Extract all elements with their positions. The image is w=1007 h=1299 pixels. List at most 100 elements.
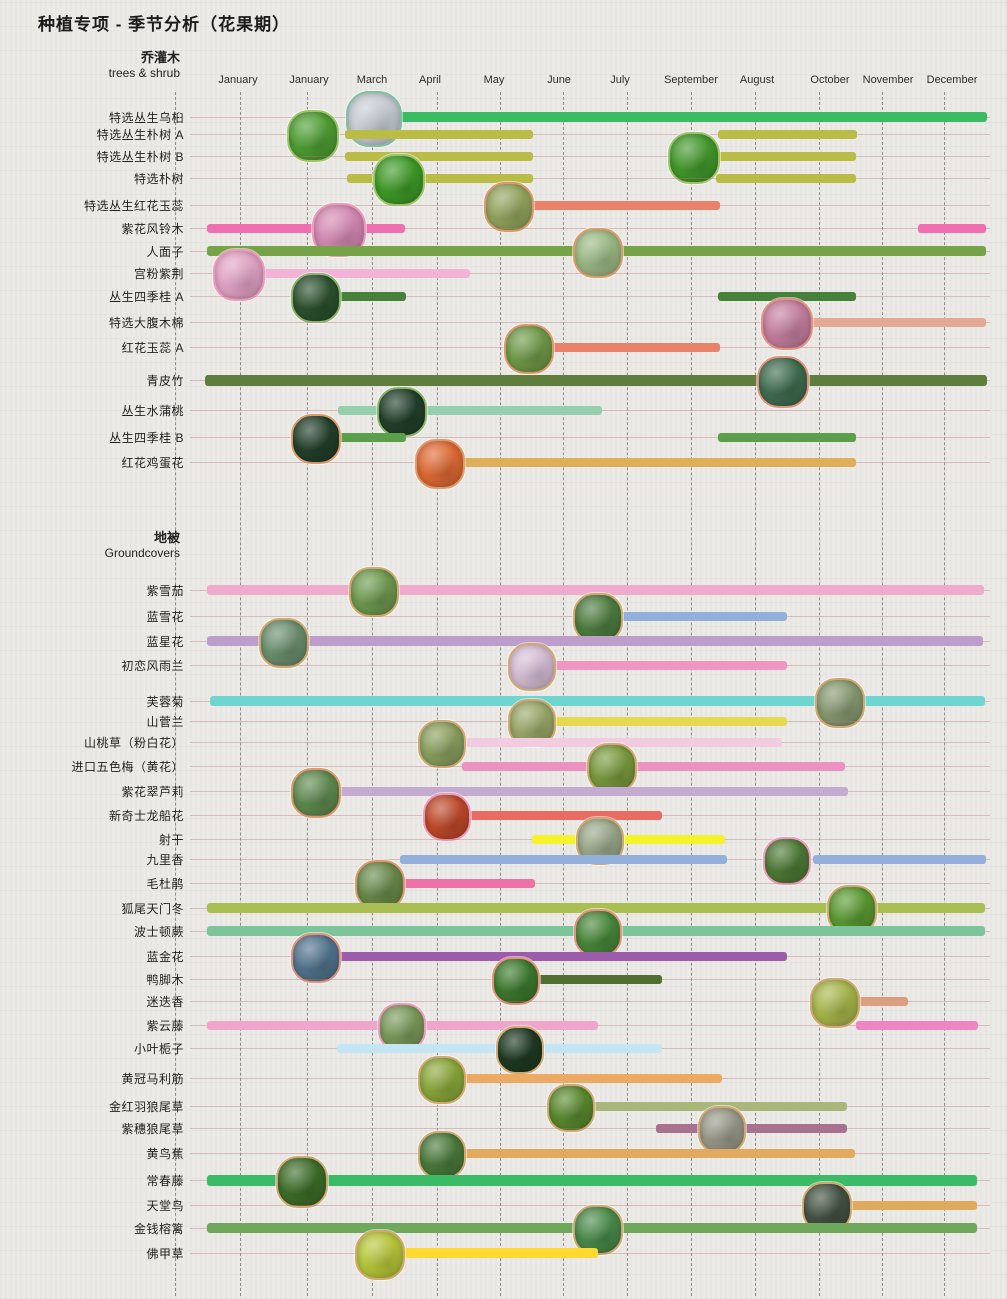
plant-photo	[346, 91, 402, 147]
month-label: March	[356, 74, 388, 86]
plant-photo	[761, 298, 813, 350]
plant-photo	[423, 793, 471, 841]
section-title-groundcovers-en: Groundcovers	[104, 546, 180, 561]
month-label: April	[418, 74, 442, 86]
period-bar	[345, 129, 533, 139]
plant-label: 丛生四季桂 B	[109, 431, 184, 445]
plant-photo	[418, 1131, 466, 1179]
plant-label: 常春藤	[146, 1174, 184, 1188]
period-bar	[392, 112, 987, 122]
plant-photo	[547, 1084, 595, 1132]
plant-label: 山桃草（粉白花）	[83, 736, 184, 750]
plant-label: 九里香	[146, 853, 184, 867]
plant-photo	[377, 387, 427, 437]
plant-photo	[573, 1205, 623, 1255]
row-guideline	[190, 322, 990, 323]
month-label: August	[739, 74, 775, 86]
period-bar	[808, 317, 986, 327]
plant-label: 人面子	[146, 245, 184, 259]
period-bar	[336, 951, 787, 961]
plant-photo	[418, 720, 466, 768]
period-bar	[847, 1200, 977, 1210]
period-bar	[400, 1248, 598, 1258]
plant-photo	[291, 768, 341, 818]
plant-label: 山菅兰	[146, 715, 184, 729]
period-bar	[207, 585, 984, 595]
month-label: June	[547, 74, 571, 86]
plant-photo	[504, 324, 554, 374]
plant-photo	[810, 978, 860, 1028]
row-guideline	[190, 134, 990, 135]
plant-label: 紫花翠芦莉	[121, 785, 184, 799]
plant-label: 佛甲草	[146, 1247, 184, 1261]
period-bar	[402, 878, 535, 888]
month-gridline	[437, 92, 438, 1296]
plant-photo	[287, 110, 339, 162]
plant-photo	[355, 860, 405, 910]
month-label: November	[862, 74, 914, 86]
period-bar	[549, 342, 720, 352]
plant-photo	[492, 957, 540, 1005]
plant-label: 狐尾天门冬	[121, 902, 184, 916]
row-guideline	[190, 883, 990, 884]
period-bar	[210, 696, 985, 706]
plant-label: 小叶栀子	[133, 1042, 184, 1056]
plant-photo	[291, 273, 341, 323]
plant-label: 红花玉蕊 A	[121, 341, 184, 355]
month-label: October	[810, 74, 850, 86]
plant-photo	[573, 228, 623, 278]
month-label: January	[218, 74, 258, 86]
month-gridline	[882, 92, 883, 1296]
plant-photo	[213, 249, 265, 301]
plant-label: 蓝雪花	[146, 610, 184, 624]
plant-label: 特选大腹木棉	[108, 316, 184, 330]
plant-photo	[355, 1230, 405, 1280]
plant-photo	[587, 743, 637, 793]
plant-label: 蓝星花	[146, 635, 184, 649]
plant-label: 天堂鸟	[146, 1199, 184, 1213]
period-bar	[813, 854, 986, 864]
plant-label: 特选朴树	[133, 172, 184, 186]
period-bar	[718, 129, 857, 139]
period-bar	[207, 903, 985, 913]
month-gridline	[944, 92, 945, 1296]
plant-label: 紫云藤	[146, 1019, 184, 1033]
period-bar	[207, 1174, 977, 1186]
plant-photo	[574, 909, 622, 957]
period-bar	[718, 291, 856, 301]
section-header-trees: 乔灌木 trees & shrub	[20, 50, 180, 81]
plant-photo	[815, 678, 865, 728]
period-bar	[336, 291, 406, 301]
plant-label: 鸭脚木	[146, 973, 184, 987]
period-bar	[207, 636, 983, 646]
plant-label: 红花鸡蛋花	[121, 456, 184, 470]
plant-photo	[349, 567, 399, 617]
plant-photo	[291, 414, 341, 464]
section-header-groundcovers: 地被 Groundcovers	[20, 530, 180, 561]
plant-photo	[484, 182, 534, 232]
month-label: September	[664, 74, 718, 86]
period-bar	[551, 716, 787, 726]
plant-label: 射干	[158, 833, 184, 847]
month-label: July	[610, 74, 630, 86]
period-bar	[207, 223, 405, 233]
month-gridline	[627, 92, 628, 1296]
month-gridline	[500, 92, 501, 1296]
plant-photo	[757, 356, 809, 408]
plant-photo	[418, 1056, 466, 1104]
plant-label: 新奇士龙船花	[108, 809, 184, 823]
plant-label: 特选丛生朴树 B	[96, 150, 184, 164]
month-label: December	[926, 74, 978, 86]
plant-photo	[668, 132, 720, 184]
plant-label: 黄冠马利筋	[121, 1072, 184, 1086]
row-guideline	[190, 178, 990, 179]
period-bar	[465, 737, 782, 747]
month-gridline	[372, 92, 373, 1296]
period-bar	[400, 854, 727, 864]
plant-label: 丛生水蒲桃	[121, 404, 184, 418]
section-title-groundcovers-cn: 地被	[153, 530, 180, 545]
plant-photo	[415, 439, 465, 489]
row-guideline	[190, 296, 990, 297]
plant-label: 青皮竹	[146, 374, 184, 388]
plant-label: 蓝金花	[146, 950, 184, 964]
